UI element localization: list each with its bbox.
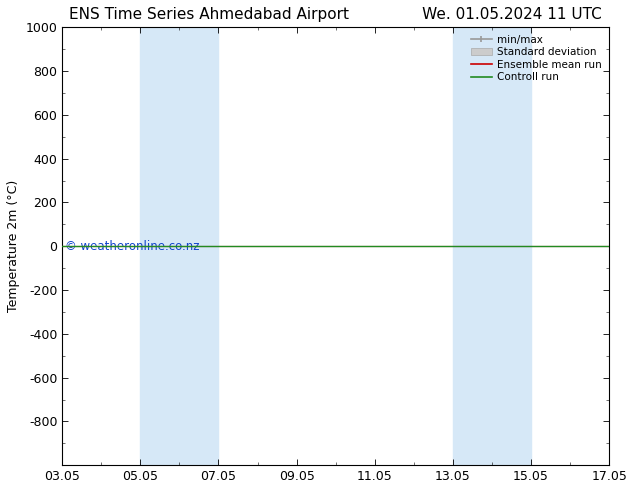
- Text: © weatheronline.co.nz: © weatheronline.co.nz: [65, 240, 200, 253]
- Legend: min/max, Standard deviation, Ensemble mean run, Controll run: min/max, Standard deviation, Ensemble me…: [469, 32, 604, 84]
- Bar: [140, 27, 219, 465]
- Bar: [453, 27, 531, 465]
- Title: ENS Time Series Ahmedabad Airport               We. 01.05.2024 11 UTC: ENS Time Series Ahmedabad Airport We. 01…: [69, 7, 602, 22]
- Y-axis label: Temperature 2m (°C): Temperature 2m (°C): [7, 180, 20, 312]
